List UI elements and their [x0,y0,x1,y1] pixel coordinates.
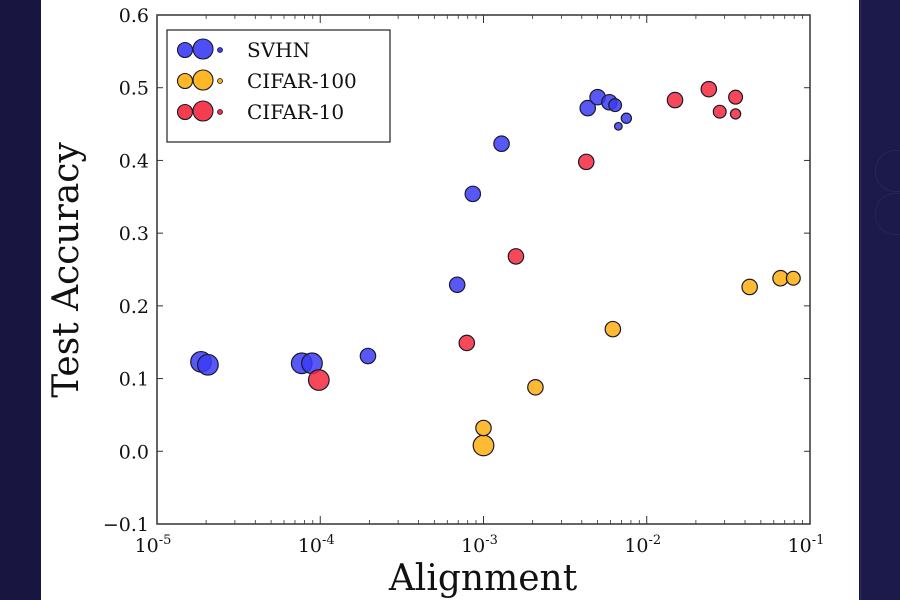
point-cifar-10 [728,89,744,105]
legend-label: CIFAR-100 [247,69,357,93]
plot-frame [156,14,811,525]
legend-marker [217,78,223,84]
legend-marker [192,69,214,91]
y-tick-label: 0.6 [119,5,149,27]
x-tick-base: 10 [298,535,322,557]
legend-marker [176,72,194,90]
legend-label: CIFAR-10 [247,100,344,124]
legend-marker [192,100,214,122]
legend-marker [192,38,214,60]
legend: SVHN CIFAR-100 CIFAR-10 [166,29,391,143]
x-tick-labels: 10-5 10-4 10-3 10-2 10-1 [135,533,825,557]
point-cifar-100 [785,270,801,286]
right-background-panel [860,0,900,600]
x-tick-exp: -1 [812,533,825,548]
point-svhn [464,185,482,203]
y-axis-title: Test Accuracy [46,142,87,398]
point-cifar-10 [666,91,684,109]
legend-item-cifar-100: CIFAR-100 [176,69,357,93]
point-svhn [608,98,623,113]
x-tick-base: 10 [788,535,812,557]
x-tick-exp: -2 [649,533,662,548]
legend-item-cifar-10: CIFAR-10 [176,100,344,124]
point-cifar-10 [458,334,476,352]
x-axis-title: Alignment [388,558,578,599]
y-tick-label: 0.0 [119,441,149,463]
x-tick-label: 10-4 [298,533,335,557]
point-cifar-100 [472,434,495,457]
x-tick-label: 10-5 [135,533,172,557]
point-cifar-10 [507,248,525,265]
point-cifar-100 [741,278,758,296]
x-tick-label: 10-1 [788,533,825,557]
y-tick-label: 0.4 [119,150,149,172]
point-cifar-10 [307,369,330,391]
legend-marker [217,47,223,53]
point-svhn [579,99,597,117]
legend-item-svhn: SVHN [176,38,310,62]
legend-marker [176,41,194,59]
x-tick-base: 10 [461,535,485,557]
point-svhn [493,135,510,153]
point-cifar-100 [604,320,622,338]
point-svhn [359,347,377,365]
y-tick-label: 0.1 [119,369,149,391]
point-svhn [448,276,466,294]
point-svhn [620,112,633,124]
point-svhn [613,121,623,131]
y-tick-label: 0.5 [119,78,149,100]
x-tick-exp: -3 [485,533,498,548]
point-cifar-100 [527,378,544,396]
legend-marker [217,109,223,115]
y-tick-labels: −0.1 0.0 0.1 0.2 0.3 0.4 0.5 0.6 [103,5,149,536]
point-cifar-10 [712,104,727,119]
point-cifar-10 [700,80,718,98]
x-tick-exp: -5 [159,533,172,548]
y-tick-label: 0.3 [119,223,149,245]
x-tick-base: 10 [135,535,159,557]
point-svhn [196,353,219,376]
x-tick-label: 10-3 [461,533,498,557]
point-cifar-10 [729,108,742,120]
point-cifar-100 [475,419,492,437]
x-tick-exp: -4 [322,533,335,548]
legend-label: SVHN [247,38,310,62]
left-background [0,0,40,600]
data-points [190,80,801,457]
legend-marker [176,103,194,121]
y-tick-label: 0.2 [119,296,149,318]
y-tick-label: −0.1 [103,514,149,536]
point-cifar-10 [577,153,595,171]
x-tick-label: 10-2 [624,533,661,557]
x-tick-base: 10 [624,535,648,557]
